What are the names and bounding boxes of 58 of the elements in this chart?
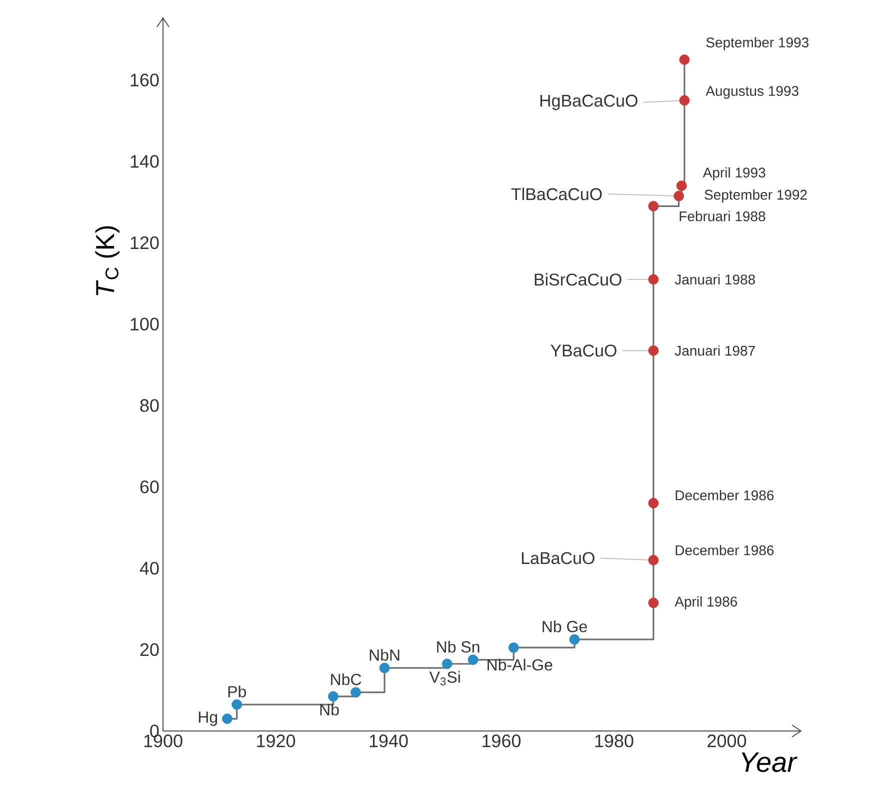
annotation: TlBaCaCuO bbox=[511, 188, 602, 200]
y-tick-label: 140 bbox=[130, 155, 159, 168]
annotation: Hg bbox=[198, 712, 218, 726]
point bbox=[222, 714, 232, 724]
point bbox=[648, 498, 659, 508]
point bbox=[679, 54, 690, 65]
y-axis-title: T$_{C}$ (K) bbox=[95, 226, 120, 296]
x-tick-label: 1980 bbox=[595, 734, 634, 748]
annotation: Nb Sn bbox=[437, 640, 480, 653]
annotation: September 1992 bbox=[704, 189, 807, 202]
point bbox=[648, 345, 659, 356]
annotation: December 1986 bbox=[676, 544, 774, 556]
point bbox=[442, 658, 452, 670]
annotation: September 1993 bbox=[706, 37, 809, 50]
x-tick-label: 2000 bbox=[708, 734, 746, 748]
annotation: Nb bbox=[320, 704, 339, 716]
annotation: BiSrCaCuO bbox=[534, 273, 622, 286]
annotation: December 1986 bbox=[676, 490, 774, 500]
point bbox=[232, 699, 242, 710]
point bbox=[674, 190, 684, 202]
annotation: Februari 1988 bbox=[680, 211, 766, 222]
y-tick-label: 40 bbox=[140, 562, 159, 575]
annotation: LaBaCuO bbox=[522, 552, 594, 564]
annotation: NbN bbox=[370, 648, 400, 661]
x-tick-label: 1940 bbox=[370, 734, 408, 748]
point bbox=[648, 274, 659, 285]
y-tick-label: 160 bbox=[130, 74, 159, 86]
annotation: NbC bbox=[331, 673, 362, 686]
point bbox=[648, 554, 659, 566]
point bbox=[676, 180, 687, 192]
point bbox=[508, 642, 519, 653]
annotation: April 1986 bbox=[674, 596, 738, 610]
y-tick-label: 100 bbox=[130, 318, 159, 331]
point bbox=[350, 687, 361, 698]
annotation: Nb-Al-Ge bbox=[488, 658, 552, 671]
annotation: April 1993 bbox=[702, 167, 766, 180]
y-tick-label: 120 bbox=[130, 236, 159, 250]
x-tick-label: 1960 bbox=[482, 734, 521, 748]
point bbox=[328, 691, 338, 702]
point bbox=[569, 634, 580, 645]
annotation: Pb bbox=[228, 686, 246, 698]
point bbox=[648, 200, 659, 212]
annotation: V$_{3}$Si bbox=[429, 671, 460, 686]
point bbox=[379, 662, 390, 674]
point bbox=[648, 598, 659, 608]
y-tick-label: 60 bbox=[140, 480, 159, 494]
x-tick-label: 1920 bbox=[257, 734, 296, 748]
annotation: YBaCuO bbox=[550, 344, 616, 357]
y-tick-label: 20 bbox=[140, 643, 159, 656]
annotation: HgBaCaCuO bbox=[540, 94, 638, 110]
annotation: Nb Ge bbox=[542, 620, 587, 632]
annotation: Januari 1988 bbox=[674, 274, 755, 285]
annotation: Augustus 1993 bbox=[706, 86, 798, 99]
x-axis-title: Year bbox=[742, 752, 798, 772]
y-tick-label: 80 bbox=[140, 399, 159, 412]
annotation: Januari 1987 bbox=[674, 345, 755, 356]
point bbox=[679, 95, 690, 106]
point bbox=[468, 654, 478, 665]
